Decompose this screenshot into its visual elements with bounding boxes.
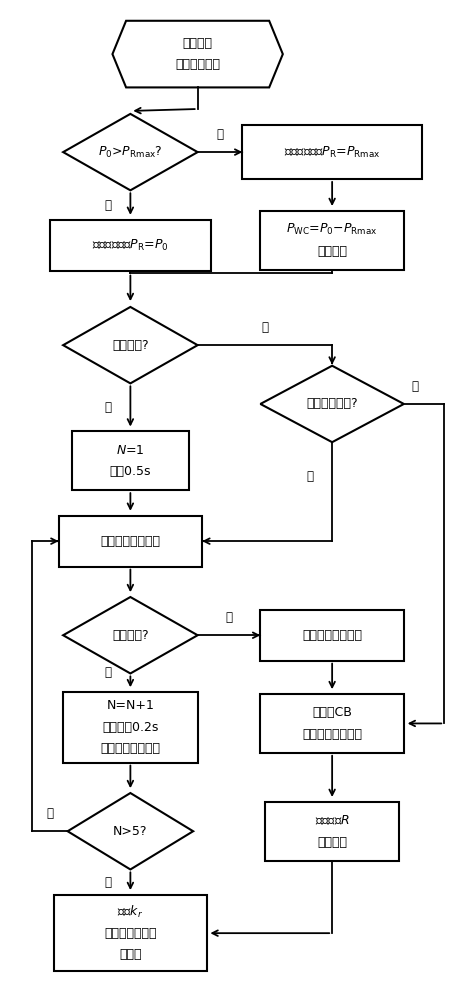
Bar xyxy=(63,692,198,763)
Text: 断开三相电容开关: 断开三相电容开关 xyxy=(100,742,160,755)
Text: 是: 是 xyxy=(226,611,233,624)
Bar xyxy=(261,694,404,753)
Text: N>5?: N>5? xyxy=(113,825,148,838)
Text: 人为操作跳闸?: 人为操作跳闸? xyxy=(306,397,358,410)
Text: 风电场送出线: 风电场送出线 xyxy=(175,58,220,71)
Text: 断开三相电容开关: 断开三相电容开关 xyxy=(302,629,362,642)
Text: 是: 是 xyxy=(411,380,418,393)
Polygon shape xyxy=(63,597,198,673)
Text: 闭合三相电容开关: 闭合三相电容开关 xyxy=(100,535,160,548)
Text: 否: 否 xyxy=(262,321,269,334)
Bar xyxy=(54,895,206,971)
Text: 线路故障?: 线路故障? xyxy=(112,339,149,352)
Bar xyxy=(50,220,211,271)
Text: 否: 否 xyxy=(105,199,112,212)
Bar xyxy=(59,516,202,567)
Text: 并入替代负荷$P_\mathrm{R}$=$P_\mathrm{Rmax}$: 并入替代负荷$P_\mathrm{R}$=$P_\mathrm{Rmax}$ xyxy=(284,145,381,160)
Polygon shape xyxy=(63,114,198,190)
Text: 三相跳开: 三相跳开 xyxy=(183,37,212,50)
Text: N=N+1: N=N+1 xyxy=(106,699,154,712)
Text: 切除风机: 切除风机 xyxy=(317,245,347,258)
Polygon shape xyxy=(68,793,193,869)
Text: 逐级切除: 逐级切除 xyxy=(317,836,347,849)
Polygon shape xyxy=(261,366,404,442)
Bar xyxy=(242,125,422,179)
Polygon shape xyxy=(63,307,198,383)
Bar xyxy=(72,431,189,490)
Text: $P_\mathrm{WC}$=$P_0$−$P_\mathrm{Rmax}$: $P_\mathrm{WC}$=$P_0$−$P_\mathrm{Rmax}$ xyxy=(286,222,378,237)
Text: 是: 是 xyxy=(217,128,224,141)
Bar xyxy=(261,211,404,270)
Text: 不重合: 不重合 xyxy=(119,948,142,961)
Text: 是: 是 xyxy=(105,876,112,889)
Bar xyxy=(265,802,399,861)
Text: 风电场退出运行: 风电场退出运行 xyxy=(104,927,156,940)
Text: 延时0.5s: 延时0.5s xyxy=(110,465,151,478)
Text: 并入替代负荷$P_\mathrm{R}$=$P_0$: 并入替代负荷$P_\mathrm{R}$=$P_0$ xyxy=(92,238,169,253)
Text: 检同期重合送出线: 检同期重合送出线 xyxy=(302,728,362,741)
Text: $P_0$>$P_{\mathrm{Rmax}}$?: $P_0$>$P_{\mathrm{Rmax}}$? xyxy=(98,145,163,160)
Text: 否: 否 xyxy=(46,807,53,820)
Text: 替代负荷$R$: 替代负荷$R$ xyxy=(315,814,350,827)
Text: 否: 否 xyxy=(105,666,112,679)
Text: 断路器CB: 断路器CB xyxy=(312,706,352,719)
Text: $N$​=1: $N$​=1 xyxy=(116,444,145,457)
Text: 是: 是 xyxy=(105,401,112,414)
Polygon shape xyxy=(113,21,283,87)
Text: 电容充电0.2s: 电容充电0.2s xyxy=(102,721,159,734)
Bar xyxy=(261,610,404,661)
Text: 断开$k_r$: 断开$k_r$ xyxy=(117,904,143,920)
Text: 否: 否 xyxy=(306,470,313,483)
Text: 故障消失?: 故障消失? xyxy=(112,629,149,642)
